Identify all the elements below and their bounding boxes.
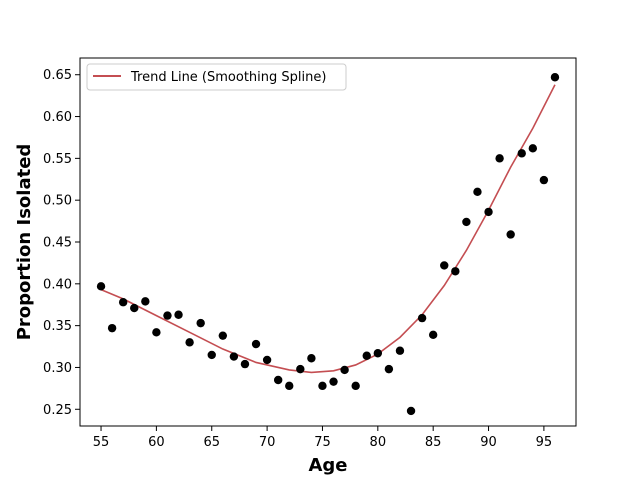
x-axis: 55 60 65 70 75 80 85 90 95 bbox=[93, 426, 552, 450]
y-axis: 0.25 0.30 0.35 0.40 0.45 0.50 0.55 0.60 0.65 bbox=[43, 68, 80, 418]
y-tick-label: 0.65 bbox=[43, 68, 72, 83]
data-point bbox=[141, 297, 150, 306]
data-point bbox=[196, 318, 205, 328]
legend-label-trend-line: Trend Line (Smoothing Spline) bbox=[130, 70, 326, 85]
y-tick-label: 0.35 bbox=[43, 319, 72, 334]
data-point bbox=[185, 338, 194, 347]
y-tick-label: 0.30 bbox=[43, 361, 72, 376]
data-point bbox=[296, 364, 305, 374]
data-point bbox=[273, 375, 283, 385]
y-tick-label: 0.40 bbox=[43, 277, 72, 292]
data-point bbox=[130, 303, 139, 313]
data-point bbox=[307, 354, 316, 363]
x-tick-label: 65 bbox=[203, 435, 220, 450]
data-point bbox=[550, 73, 560, 82]
data-point bbox=[528, 144, 538, 153]
plot-area bbox=[80, 58, 576, 426]
data-point bbox=[118, 298, 128, 307]
data-point bbox=[229, 352, 239, 361]
x-tick-label: 60 bbox=[148, 435, 165, 450]
y-tick-label: 0.55 bbox=[43, 152, 72, 167]
data-point bbox=[163, 311, 172, 320]
data-point bbox=[462, 217, 471, 227]
data-point bbox=[506, 230, 515, 239]
data-point bbox=[96, 282, 106, 291]
data-point bbox=[428, 330, 438, 340]
x-tick-label: 75 bbox=[314, 435, 331, 450]
data-point bbox=[473, 187, 482, 197]
data-point bbox=[152, 328, 161, 337]
x-tick-label: 70 bbox=[259, 435, 276, 450]
data-point bbox=[539, 175, 549, 185]
data-point bbox=[318, 381, 327, 391]
x-tick-label: 55 bbox=[93, 435, 110, 450]
data-point bbox=[406, 406, 416, 416]
data-point bbox=[384, 364, 394, 374]
data-point bbox=[262, 355, 272, 365]
x-tick-label: 90 bbox=[480, 435, 497, 450]
data-point bbox=[484, 207, 493, 217]
y-tick-label: 0.50 bbox=[43, 194, 72, 209]
data-point bbox=[517, 149, 526, 158]
y-tick-label: 0.25 bbox=[43, 403, 72, 418]
data-point bbox=[329, 377, 338, 386]
data-point bbox=[174, 310, 183, 319]
data-point bbox=[395, 346, 405, 355]
data-point bbox=[495, 154, 504, 163]
data-point bbox=[107, 323, 117, 333]
x-tick-label: 85 bbox=[425, 435, 442, 450]
x-tick-label: 95 bbox=[536, 435, 553, 450]
x-axis-title: Age bbox=[308, 455, 347, 476]
legend-box bbox=[86, 63, 347, 91]
data-point bbox=[373, 349, 383, 358]
data-point bbox=[207, 350, 216, 360]
y-tick-label: 0.60 bbox=[43, 110, 72, 125]
legend: Trend Line (Smoothing Spline) bbox=[86, 63, 347, 91]
y-axis-title: Proportion Isolated bbox=[14, 144, 35, 341]
data-point bbox=[362, 351, 371, 360]
data-point bbox=[218, 331, 228, 340]
data-point bbox=[417, 313, 427, 323]
data-point bbox=[340, 365, 349, 375]
data-point bbox=[451, 267, 460, 276]
y-tick-label: 0.45 bbox=[43, 236, 72, 251]
data-point bbox=[351, 381, 360, 391]
data-point bbox=[440, 261, 449, 270]
data-point bbox=[251, 339, 261, 349]
data-point bbox=[285, 381, 294, 391]
chart-marks bbox=[96, 73, 560, 416]
x-tick-label: 80 bbox=[370, 435, 387, 450]
data-point bbox=[240, 359, 250, 369]
